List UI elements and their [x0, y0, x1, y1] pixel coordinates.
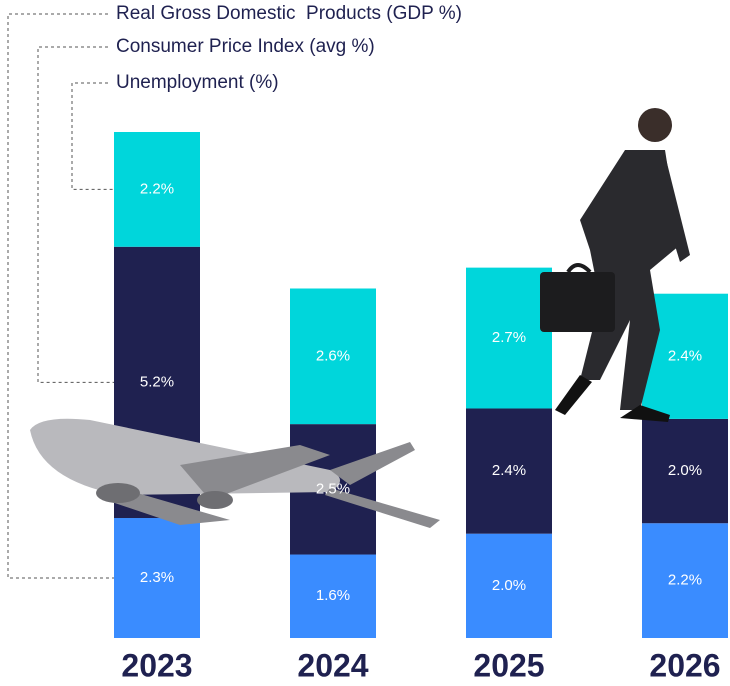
value-label: 2.7% — [492, 329, 526, 346]
bar-segment — [642, 523, 728, 638]
value-label: 2.4% — [492, 462, 526, 479]
x-tick-label: 2024 — [297, 647, 368, 683]
value-label: 2.5% — [316, 480, 350, 497]
bar-segment — [114, 132, 200, 247]
x-tick-label: 2025 — [473, 647, 544, 683]
images — [30, 108, 690, 528]
labels: 2.3% 5.2% 2.2% 2023 1.6% 2.5% 2.6% 2024 2.0% 2.4%… — [7, 3, 721, 683]
value-label: 2.0% — [668, 462, 702, 479]
x-tick-label: 2023 — [121, 647, 192, 683]
bar-segment — [290, 288, 376, 425]
legend-label: Consumer Price Index (avg %) — [116, 36, 375, 57]
value-label: 2.6% — [316, 347, 350, 364]
value-label: 2.4% — [668, 347, 702, 364]
bar-segment — [114, 518, 200, 638]
bar-segment — [466, 533, 552, 638]
x-tick-label: 2026 — [649, 647, 720, 683]
legend-label: Real Gross Domestic Products (GDP %) — [116, 3, 462, 24]
leader-line — [37, 46, 114, 383]
value-label: 2.2% — [668, 572, 702, 589]
leader-line — [7, 13, 114, 579]
bar-segment — [466, 408, 552, 534]
man-image — [540, 108, 690, 422]
bar-segment — [642, 418, 728, 524]
value-label: 1.6% — [316, 587, 350, 604]
bar-segment — [466, 267, 552, 409]
value-label: 2.0% — [492, 577, 526, 594]
value-label: 2.3% — [140, 569, 174, 586]
value-label: 2.2% — [140, 180, 174, 197]
plane-image — [30, 418, 440, 528]
legend-label: Unemployment (%) — [116, 72, 279, 93]
bar-segment — [290, 554, 376, 638]
value-label: 5.2% — [140, 373, 174, 390]
leader-line — [71, 82, 114, 190]
